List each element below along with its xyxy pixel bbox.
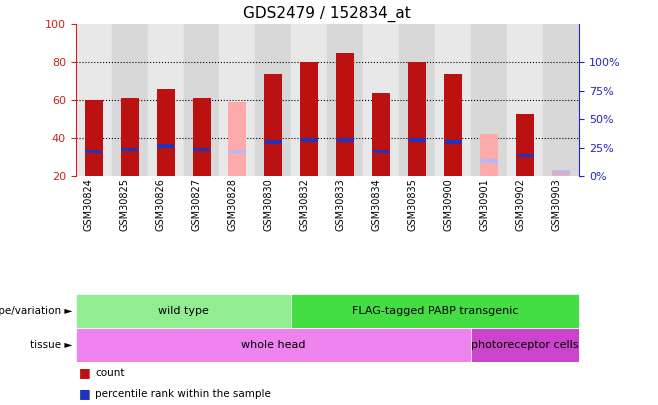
Bar xyxy=(157,89,174,176)
Bar xyxy=(291,294,579,328)
Bar xyxy=(507,24,543,176)
Bar xyxy=(516,113,534,176)
Bar xyxy=(480,134,498,176)
Text: percentile rank within the sample: percentile rank within the sample xyxy=(95,389,271,399)
Bar xyxy=(553,171,570,174)
Text: GSM30832: GSM30832 xyxy=(299,178,309,231)
Text: photoreceptor cells: photoreceptor cells xyxy=(471,340,579,350)
Text: GSM30902: GSM30902 xyxy=(515,178,525,231)
Bar xyxy=(184,24,220,176)
Bar xyxy=(112,24,147,176)
Bar xyxy=(336,53,354,176)
Bar xyxy=(121,148,138,151)
Text: GSM30830: GSM30830 xyxy=(263,178,274,231)
Bar xyxy=(193,148,210,151)
Bar xyxy=(517,153,534,157)
Text: GSM30833: GSM30833 xyxy=(336,178,345,231)
Bar xyxy=(399,24,435,176)
Bar xyxy=(291,24,327,176)
Bar xyxy=(372,93,390,176)
Bar xyxy=(228,102,247,176)
Bar xyxy=(372,150,390,153)
Bar xyxy=(552,171,570,176)
Bar xyxy=(229,150,246,153)
Bar xyxy=(480,159,497,163)
Bar xyxy=(543,24,579,176)
Bar xyxy=(220,24,255,176)
Bar xyxy=(76,328,471,362)
Bar xyxy=(157,144,174,147)
Text: count: count xyxy=(95,368,125,377)
Text: GSM30827: GSM30827 xyxy=(191,178,201,231)
Bar xyxy=(471,328,579,362)
Text: genotype/variation ►: genotype/variation ► xyxy=(0,306,72,316)
Bar xyxy=(76,24,112,176)
Text: GSM30901: GSM30901 xyxy=(479,178,489,231)
Bar xyxy=(193,98,211,176)
Bar xyxy=(265,74,282,176)
Text: GSM30835: GSM30835 xyxy=(407,178,417,231)
Bar xyxy=(409,139,426,142)
Bar xyxy=(301,62,318,176)
Bar xyxy=(444,74,462,176)
Text: wild type: wild type xyxy=(158,306,209,316)
Bar xyxy=(435,24,471,176)
Title: GDS2479 / 152834_at: GDS2479 / 152834_at xyxy=(243,5,411,21)
Bar xyxy=(255,24,291,176)
Bar xyxy=(76,294,291,328)
Text: whole head: whole head xyxy=(241,340,306,350)
Bar xyxy=(85,150,102,153)
Text: ■: ■ xyxy=(79,366,91,379)
Bar xyxy=(363,24,399,176)
Text: ■: ■ xyxy=(79,387,91,400)
Bar xyxy=(85,100,103,176)
Text: GSM30900: GSM30900 xyxy=(443,178,453,231)
Text: GSM30903: GSM30903 xyxy=(551,178,561,231)
Bar xyxy=(147,24,184,176)
Text: FLAG-tagged PABP transgenic: FLAG-tagged PABP transgenic xyxy=(352,306,519,316)
Bar xyxy=(445,140,462,144)
Text: GSM30825: GSM30825 xyxy=(120,178,130,231)
Text: GSM30826: GSM30826 xyxy=(155,178,166,231)
Bar xyxy=(471,24,507,176)
Text: GSM30824: GSM30824 xyxy=(84,178,93,231)
Text: tissue ►: tissue ► xyxy=(30,340,72,350)
Bar xyxy=(408,62,426,176)
Bar xyxy=(120,98,139,176)
Bar xyxy=(265,140,282,144)
Bar xyxy=(327,24,363,176)
Text: GSM30834: GSM30834 xyxy=(371,178,381,231)
Text: GSM30828: GSM30828 xyxy=(228,178,238,231)
Bar xyxy=(337,139,354,142)
Bar xyxy=(301,139,318,142)
